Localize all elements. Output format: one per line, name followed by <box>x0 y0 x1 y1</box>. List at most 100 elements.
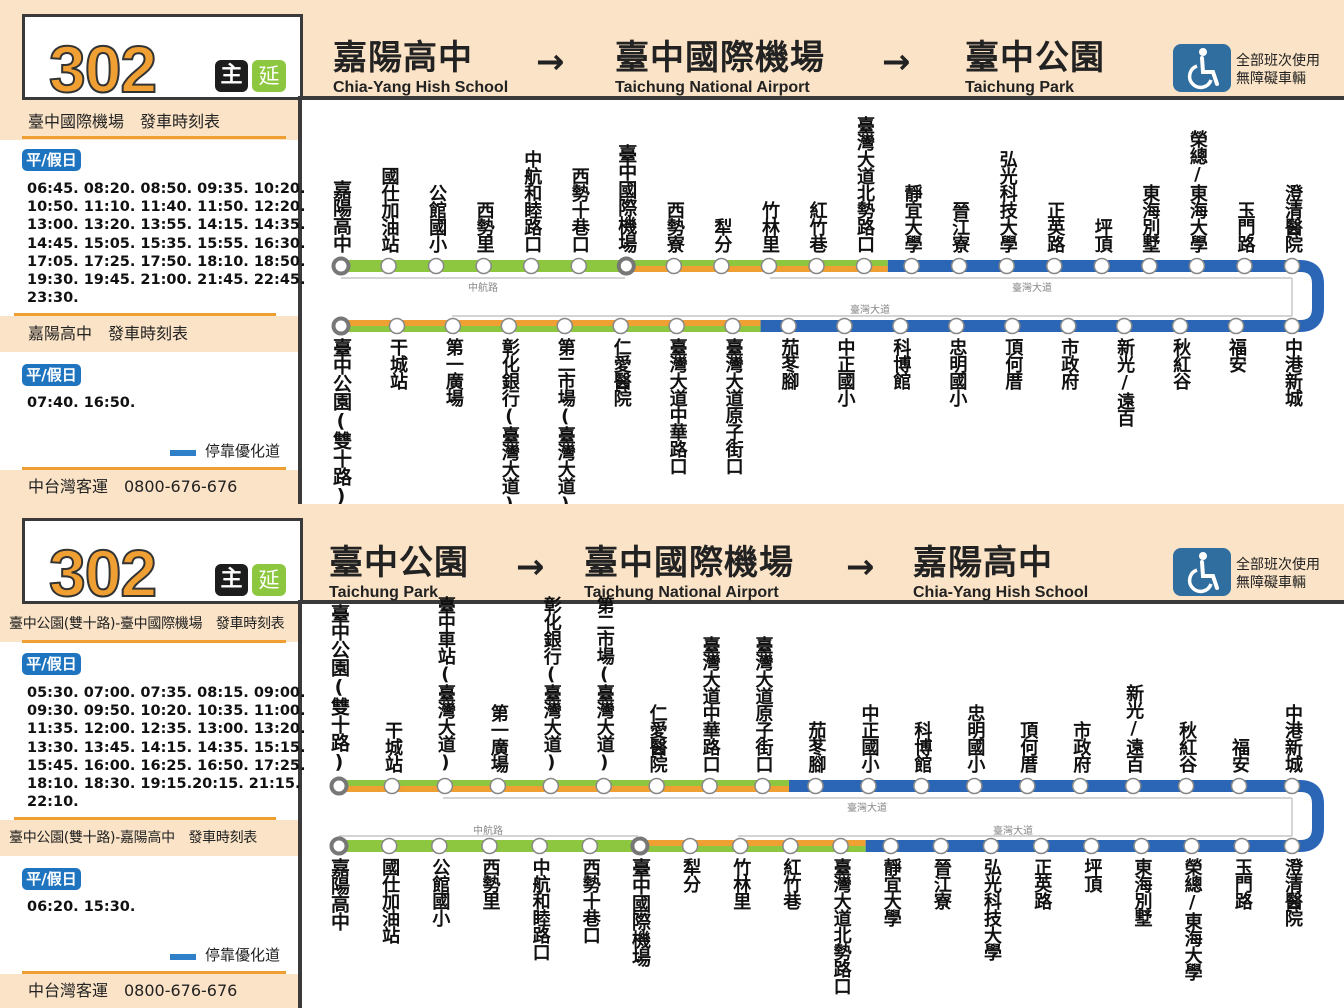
stop-marker <box>1283 777 1301 795</box>
departure-times: 07:40. 16:50. <box>27 395 136 411</box>
stop-label: 嘉陽高中 <box>330 180 352 252</box>
priority-lane-legend-label: 停靠優化道 <box>205 946 281 964</box>
stop-marker <box>1230 777 1248 795</box>
header-divider <box>300 600 1344 604</box>
stop-marker <box>1019 777 1036 795</box>
stop-label: 嘉陽高中 <box>328 858 350 930</box>
stop-marker <box>431 837 448 855</box>
stop-label: 福安 <box>1226 338 1248 372</box>
road-label: 中航路 <box>468 283 498 294</box>
destination-en: Taichung Park <box>329 584 439 601</box>
stop-label: 臺中公園(雙十路) <box>330 338 352 504</box>
route-map: 中航路 臺灣大道 臺灣大道 嘉陽高中 國仕加油站 公館國小 西勢里 中航和睦路口 西勢十巷口 臺中… <box>330 116 1324 504</box>
stop-label: 市政府 <box>1058 338 1080 389</box>
stop-label: 臺中國際機場 <box>628 858 651 966</box>
destination-via: 臺中國際機場 Taichung National Airport <box>615 30 825 97</box>
terminal-stop-marker <box>630 836 650 856</box>
stop-marker <box>760 257 778 275</box>
day-type-badge: 平/假日 <box>22 364 81 386</box>
road-label: 臺灣大道 <box>850 305 890 316</box>
stop-label: 第二市場(臺灣大道) <box>593 596 615 772</box>
stop-label: 榮總/東海大學 <box>1181 858 1203 980</box>
schedule-area <box>0 138 298 470</box>
stop-marker <box>542 777 560 795</box>
priority-lane-legend-swatch <box>170 450 196 456</box>
stop-marker <box>570 257 587 275</box>
destination-origin: 臺中公園 Taichung Park <box>329 535 469 602</box>
stop-label: 第一廣場 <box>487 704 509 772</box>
stop-label: 東海別墅 <box>1139 184 1161 252</box>
road-label: 臺灣大道 <box>847 803 887 814</box>
stop-label: 弘光科技大學 <box>981 858 1003 960</box>
stop-marker <box>1133 837 1150 855</box>
stop-label: 紅竹巷 <box>780 858 802 909</box>
stop-marker <box>807 777 824 795</box>
stop-marker <box>444 317 462 335</box>
road-label: 臺灣大道 <box>993 826 1033 837</box>
stop-marker <box>665 257 683 275</box>
road-label: 臺灣大道 <box>1012 283 1052 294</box>
stop-label: 國仕加油站 <box>379 858 401 943</box>
stop-marker <box>436 777 454 795</box>
stop-label: 東海別墅 <box>1131 858 1153 926</box>
main-route-badge: 主 <box>215 564 248 596</box>
stop-label: 犁分 <box>680 858 702 892</box>
route-map-svg <box>329 776 1324 856</box>
stop-label: 頂何厝 <box>1017 721 1039 772</box>
stop-label: 中港新城 <box>1282 704 1303 772</box>
stop-marker <box>913 777 930 795</box>
schedule-title: 臺中公園(雙十路)-嘉陽高中 發車時刻表 <box>0 820 298 856</box>
stop-label: 公館國小 <box>429 858 451 926</box>
stop-label: 忠明國小 <box>964 704 986 772</box>
divider <box>22 640 286 643</box>
stop-label: 秋紅谷 <box>1176 721 1198 772</box>
stop-label: 正英路 <box>1031 858 1053 909</box>
stop-label: 臺中公園(雙十路) <box>328 604 350 772</box>
stop-marker <box>903 257 920 275</box>
stop-marker <box>522 257 540 275</box>
terminal-stop-marker <box>616 256 636 276</box>
departure-times: 06:20. 15:30. <box>27 899 136 915</box>
destination-terminal: 嘉陽高中 Chia-Yang Hish School <box>913 535 1088 602</box>
stop-marker <box>581 837 599 855</box>
destination-via: 臺中國際機場 Taichung National Airport <box>584 535 794 602</box>
column-divider <box>298 600 302 1008</box>
stop-marker <box>998 257 1015 275</box>
stop-label: 臺中車站(臺灣大道) <box>434 596 456 772</box>
route-panel-return: 302 主 延 臺中公園 Taichung Park → 臺中國際機場 Taic… <box>0 504 1344 1008</box>
day-type-badge: 平/假日 <box>22 653 81 675</box>
stop-label: 中港新城 <box>1282 338 1303 406</box>
stop-label: 竹林里 <box>730 858 752 909</box>
route-line-turn <box>1292 260 1324 332</box>
header-divider <box>300 96 1344 100</box>
destination-zh: 嘉陽高中 <box>333 38 473 78</box>
stop-label: 科博館 <box>911 721 933 772</box>
schedule-area <box>0 642 298 974</box>
stop-marker <box>1227 317 1245 335</box>
stop-label: 竹林里 <box>758 201 780 252</box>
operator-contact: 中台灣客運 0800-676-676 <box>0 974 298 1008</box>
stop-marker <box>427 257 445 275</box>
stop-label: 頂何厝 <box>1002 338 1024 389</box>
stop-marker <box>612 317 629 335</box>
stop-marker <box>388 317 406 335</box>
road-label: 中航路 <box>473 826 503 837</box>
divider <box>22 136 286 139</box>
stop-label: 國仕加油站 <box>378 167 400 252</box>
terminal-stop-marker <box>329 836 349 856</box>
route-number-box: 302 主 延 <box>22 518 303 611</box>
wheelchair-icon <box>1173 44 1231 92</box>
stop-marker <box>1283 837 1301 855</box>
stop-marker <box>380 837 398 855</box>
stop-label: 中正國小 <box>858 704 880 772</box>
stop-marker <box>832 837 849 855</box>
stop-marker <box>1093 257 1111 275</box>
route-number: 302 <box>48 31 158 107</box>
stop-label: 中航和睦路口 <box>521 150 543 252</box>
stop-marker <box>1183 837 1200 855</box>
stop-marker <box>481 837 498 855</box>
stop-label: 西勢里 <box>473 201 495 252</box>
destination-en: Taichung Park <box>965 79 1075 96</box>
stop-label: 臺灣大道中華路口 <box>666 338 688 474</box>
stop-label: 西勢十巷口 <box>568 167 590 252</box>
